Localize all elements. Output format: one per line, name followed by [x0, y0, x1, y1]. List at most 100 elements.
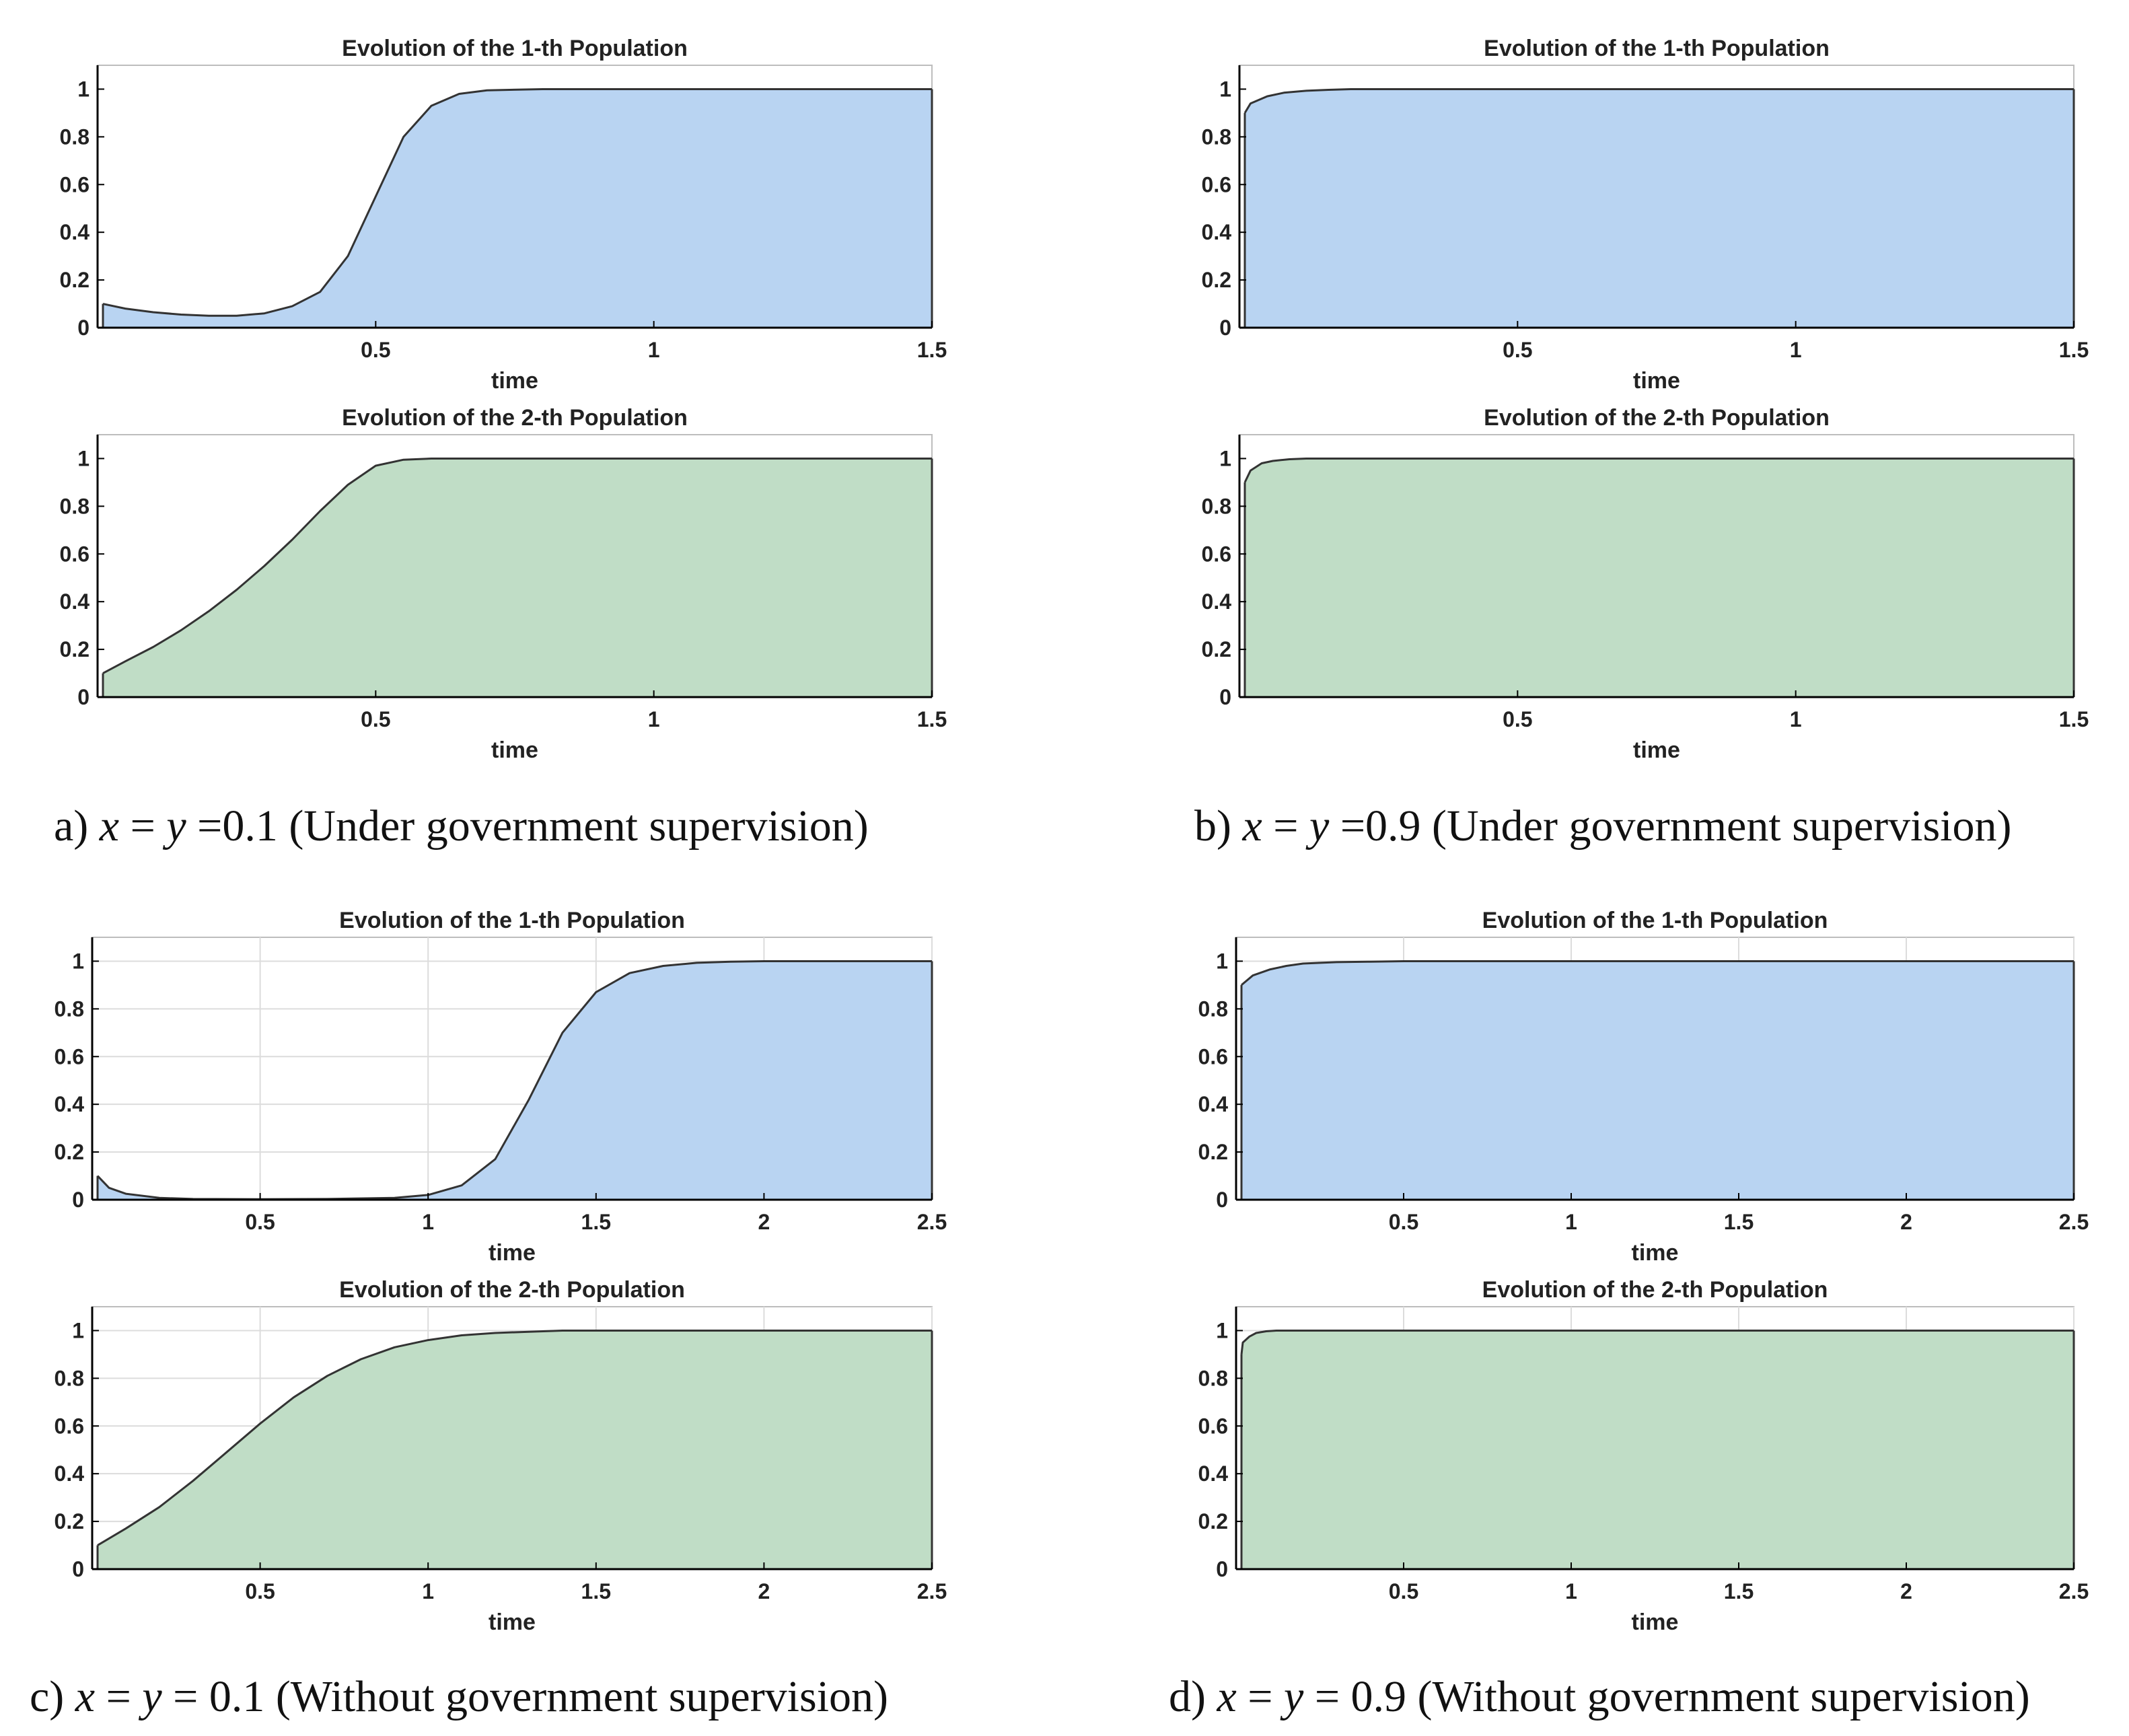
chart-c-pop1: 0 0.2 0.4 0.6 0.8 1 0.5 1 1.5 2 2.5 Evolution of th…	[55, 908, 947, 1266]
y-tick-label: 1	[1219, 77, 1231, 101]
y-tick-label: 1	[1216, 949, 1228, 973]
x-tick-label: 2	[1900, 1210, 1912, 1234]
x-tick-label: 1.5	[1724, 1579, 1754, 1603]
x-tick-label: 2.5	[917, 1579, 947, 1603]
area-fill	[103, 89, 932, 328]
x-tick-label: 1.5	[2059, 707, 2089, 731]
y-tick-label: 0.2	[1198, 1140, 1228, 1164]
x-axis-label: time	[491, 368, 538, 394]
chart-a-pop1: 0 0.2 0.4 0.6 0.8 1 0.5 1 1.5 Evolution of the 1-…	[60, 36, 947, 394]
y-tick-label: 0.4	[1202, 220, 1232, 244]
chart-c-pop2: 0 0.2 0.4 0.6 0.8 1 0.5 1 1.5 2 2.5 Evolution of th…	[55, 1277, 947, 1635]
x-tick-label: 0.5	[1389, 1210, 1418, 1234]
y-tick-label: 0.4	[1198, 1461, 1229, 1486]
x-tick-label: 0.5	[245, 1210, 275, 1234]
y-tick-label: 0	[77, 685, 89, 709]
chart-b-pop2: 0 0.2 0.4 0.6 0.8 1 0.5 1 1.5 Evolution of the 2-…	[1202, 405, 2089, 763]
y-tick-label: 0.6	[55, 1414, 84, 1438]
y-tick-label: 0.4	[55, 1092, 85, 1116]
y-tick-label: 0.2	[1198, 1509, 1228, 1533]
area-fill	[98, 1330, 932, 1569]
y-tick-label: 0.8	[1198, 997, 1228, 1021]
y-tick-label: 0.8	[60, 124, 89, 149]
chart-d-pop1: 0 0.2 0.4 0.6 0.8 1 0.5 1 1.5 2 2.5 Evolution of th…	[1198, 908, 2089, 1266]
y-tick-label: 0	[72, 1557, 84, 1581]
y-tick-label: 0.4	[1202, 589, 1232, 614]
chart-title: Evolution of the 2-th Population	[1482, 1277, 1828, 1303]
x-axis-label: time	[1632, 1240, 1679, 1266]
y-tick-label: 0.4	[60, 220, 90, 244]
x-axis-label: time	[1633, 368, 1680, 394]
series-line	[102, 458, 932, 674]
x-tick-label: 1.5	[2059, 338, 2089, 362]
y-tick-label: 0.4	[60, 589, 90, 614]
y-tick-label: 0.6	[55, 1044, 84, 1069]
y-tick-label: 1	[77, 446, 89, 470]
x-tick-label: 2.5	[2059, 1579, 2089, 1603]
y-tick-label: 0.8	[55, 997, 84, 1021]
y-tick-label: 0.6	[1198, 1044, 1228, 1069]
x-axis-label: time	[1633, 737, 1680, 763]
x-axis-label: time	[491, 737, 538, 763]
chart-title: Evolution of the 2-th Population	[339, 1277, 685, 1303]
series-line	[1243, 88, 2074, 114]
y-tick-label: 0.4	[55, 1461, 85, 1486]
y-tick-label: 0	[1216, 1188, 1228, 1212]
chart-title: Evolution of the 1-th Population	[339, 908, 685, 933]
y-tick-label: 0.6	[60, 542, 89, 566]
x-tick-label: 1.5	[1724, 1210, 1754, 1234]
y-tick-label: 0.4	[1198, 1092, 1229, 1116]
series-line	[96, 960, 932, 1200]
x-tick-label: 1	[1790, 707, 1802, 731]
y-tick-label: 0.6	[1198, 1414, 1228, 1438]
caption-a: a) x = y =0.1 (Under government supervis…	[54, 801, 869, 851]
x-axis-label: time	[489, 1610, 536, 1635]
area-fill	[1241, 1330, 2074, 1569]
chart-title: Evolution of the 1-th Population	[1482, 908, 1828, 933]
x-tick-label: 0.5	[245, 1579, 275, 1603]
chart-a-pop2: 0 0.2 0.4 0.6 0.8 1 0.5 1 1.5 Evolution of the 2-…	[60, 405, 947, 763]
x-tick-label: 1.5	[581, 1579, 611, 1603]
area-fill	[98, 961, 932, 1200]
y-tick-label: 0	[77, 316, 89, 340]
y-tick-label: 0.8	[60, 494, 89, 518]
x-axis-label: time	[1632, 1610, 1679, 1635]
x-tick-label: 2.5	[2059, 1210, 2089, 1234]
x-tick-label: 1	[648, 338, 660, 362]
y-tick-label: 0.8	[1202, 124, 1231, 149]
y-tick-label: 1	[72, 949, 84, 973]
x-tick-label: 1.5	[917, 338, 947, 362]
x-tick-label: 1	[1565, 1210, 1577, 1234]
chart-title: Evolution of the 1-th Population	[342, 36, 688, 61]
y-tick-label: 0.2	[55, 1140, 84, 1164]
y-tick-label: 0.8	[1202, 494, 1231, 518]
series-line	[1240, 1330, 2074, 1355]
x-tick-label: 0.5	[361, 707, 390, 731]
y-tick-label: 1	[1216, 1318, 1228, 1342]
x-tick-label: 1	[422, 1579, 434, 1603]
series-line	[102, 88, 932, 317]
y-tick-label: 0.6	[1202, 542, 1231, 566]
x-tick-label: 1.5	[917, 707, 947, 731]
x-tick-label: 0.5	[1503, 707, 1532, 731]
y-tick-label: 0.2	[60, 637, 89, 661]
chart-d-pop2: 0 0.2 0.4 0.6 0.8 1 0.5 1 1.5 2 2.5 Evolution of th…	[1198, 1277, 2089, 1635]
x-tick-label: 2	[758, 1210, 770, 1234]
y-tick-label: 0.2	[55, 1509, 84, 1533]
x-tick-label: 1	[422, 1210, 434, 1234]
area-fill	[1245, 89, 2074, 328]
series-line	[97, 1330, 932, 1546]
y-tick-label: 0.8	[1198, 1366, 1228, 1390]
x-tick-label: 1.5	[581, 1210, 611, 1234]
y-tick-label: 1	[72, 1318, 84, 1342]
caption-c: c) x = y = 0.1 (Without government super…	[30, 1672, 889, 1721]
caption-d: d) x = y = 0.9 (Without government super…	[1169, 1672, 2030, 1721]
x-tick-label: 2.5	[917, 1210, 947, 1234]
x-tick-label: 1	[648, 707, 660, 731]
x-tick-label: 2	[1900, 1579, 1912, 1603]
caption-b: b) x = y =0.9 (Under government supervis…	[1194, 801, 2012, 851]
chart-b-pop1: 0 0.2 0.4 0.6 0.8 1 0.5 1 1.5 Evolution of the 1-…	[1202, 36, 2089, 394]
y-tick-label: 1	[77, 77, 89, 101]
y-tick-label: 0.2	[1202, 637, 1231, 661]
